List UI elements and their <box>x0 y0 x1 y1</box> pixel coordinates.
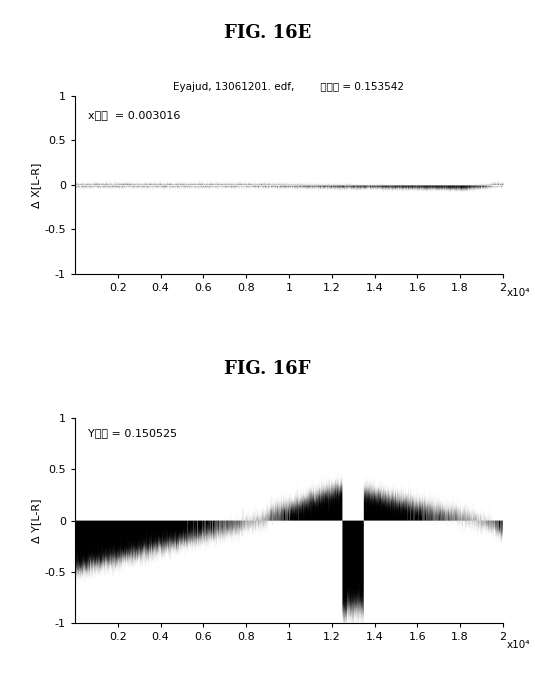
Y-axis label: Δ Y[L-R]: Δ Y[L-R] <box>32 499 42 543</box>
Text: FIG. 16F: FIG. 16F <box>224 360 311 377</box>
Title: Eyajud, 13061201. edf,        全分散 = 0.153542: Eyajud, 13061201. edf, 全分散 = 0.153542 <box>173 82 404 92</box>
Text: x分散  = 0.003016: x分散 = 0.003016 <box>88 110 180 120</box>
Y-axis label: Δ X[L-R]: Δ X[L-R] <box>32 162 42 208</box>
Text: FIG. 16E: FIG. 16E <box>224 24 311 42</box>
Text: Y分散 = 0.150525: Y分散 = 0.150525 <box>88 428 177 438</box>
Text: x10⁴: x10⁴ <box>507 640 531 650</box>
Text: x10⁴: x10⁴ <box>507 288 531 298</box>
